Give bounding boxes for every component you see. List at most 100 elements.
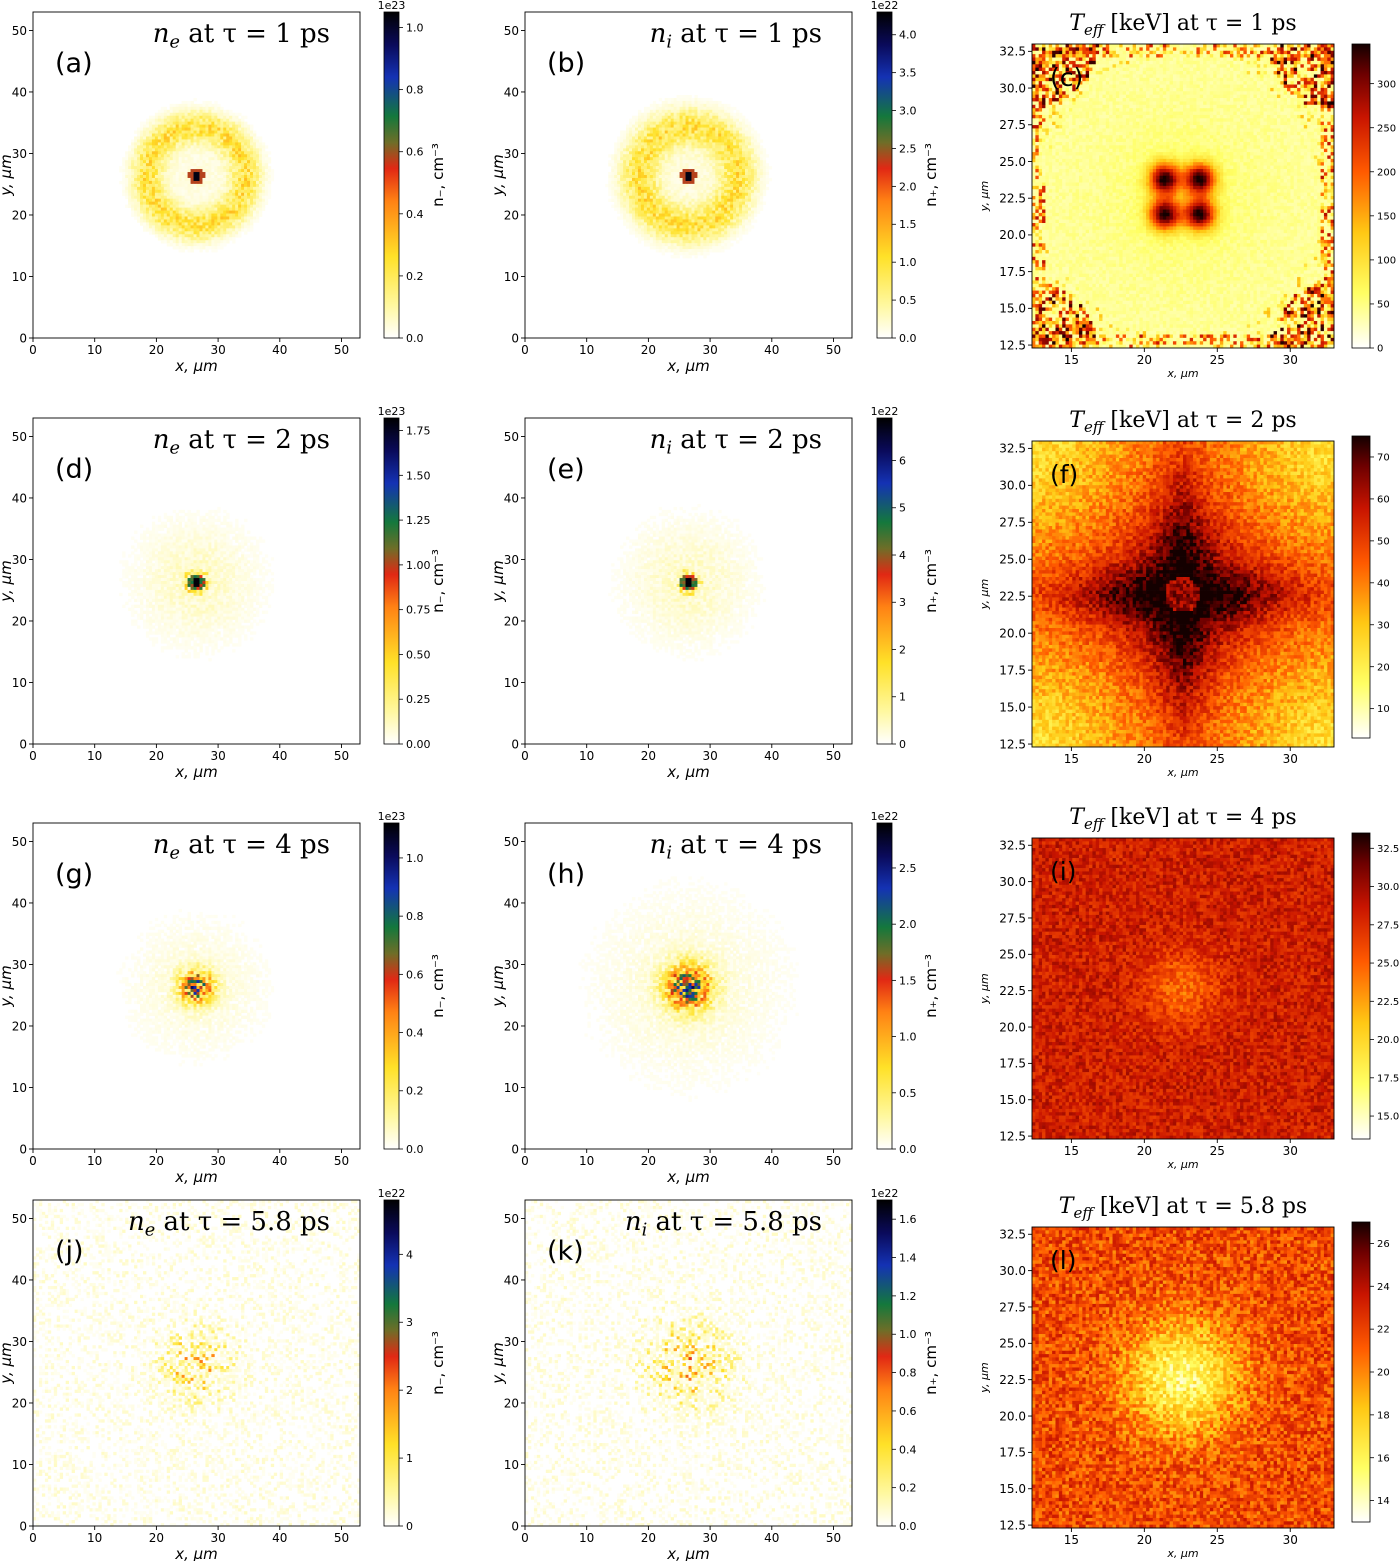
heatmap-cell	[208, 113, 211, 116]
heatmap-cell	[247, 184, 250, 187]
heatmap-cell	[188, 166, 191, 169]
heatmap-cell	[170, 178, 173, 181]
heatmap-cell	[179, 125, 182, 128]
heatmap-cell	[259, 187, 262, 190]
heatmap-cell	[235, 178, 238, 181]
heatmap-cell	[188, 128, 191, 131]
heatmap-cell	[256, 157, 259, 160]
heatmap-cell	[158, 148, 161, 151]
heatmap-cell	[146, 193, 149, 196]
heatmap-cell	[247, 190, 250, 193]
heatmap-cell	[179, 128, 182, 131]
heatmap-cell	[205, 169, 208, 172]
heatmap-cell	[173, 148, 176, 151]
heatmap-cell	[146, 163, 149, 166]
heatmap-cell	[176, 163, 179, 166]
heatmap-cell	[262, 157, 265, 160]
heatmap-cell	[244, 154, 247, 157]
heatmap-cell	[164, 175, 167, 178]
heatmap-cell	[214, 178, 217, 181]
heatmap-cell	[235, 187, 238, 190]
heatmap-cell	[238, 134, 241, 137]
heatmap-cell	[244, 116, 247, 119]
heatmap-cell	[188, 175, 191, 178]
heatmap-cell	[149, 154, 152, 157]
heatmap-cell	[220, 122, 223, 125]
heatmap-cell	[188, 178, 191, 181]
heatmap-cell	[140, 136, 143, 139]
heatmap-cell	[128, 181, 131, 184]
heatmap-cell	[173, 131, 176, 134]
heatmap-cell	[191, 113, 194, 116]
heatmap-cell	[170, 107, 173, 110]
heatmap-cell	[173, 136, 176, 139]
heatmap-cell	[232, 169, 235, 172]
heatmap-cell	[146, 172, 149, 175]
heatmap-cell	[173, 125, 176, 128]
heatmap-cell	[149, 160, 152, 163]
heatmap-cell	[256, 187, 259, 190]
heatmap-cell	[194, 184, 197, 187]
heatmap-cell	[176, 104, 179, 107]
heatmap-cell	[250, 190, 253, 193]
heatmap-cell	[223, 151, 226, 154]
heatmap-cell	[194, 163, 197, 166]
heatmap-cell	[220, 134, 223, 137]
heatmap-cell	[155, 187, 158, 190]
heatmap-cell	[167, 166, 170, 169]
heatmap-cell	[223, 166, 226, 169]
heatmap-cell	[247, 157, 250, 160]
heatmap-cell	[176, 136, 179, 139]
heatmap-cell	[226, 119, 229, 122]
heatmap-cell	[259, 157, 262, 160]
heatmap-cell	[140, 128, 143, 131]
heatmap-cell	[247, 163, 250, 166]
heatmap-cell	[241, 187, 244, 190]
heatmap-cell	[211, 190, 214, 193]
heatmap-cell	[247, 151, 250, 154]
heatmap-cell	[241, 160, 244, 163]
heatmap-cell	[191, 107, 194, 110]
heatmap-cell	[265, 157, 268, 160]
heatmap-cell	[229, 160, 232, 163]
heatmap-cell	[262, 190, 265, 193]
heatmap-cell	[202, 134, 205, 137]
heatmap-cell	[235, 119, 238, 122]
heatmap-cell	[185, 119, 188, 122]
heatmap-cell	[182, 178, 185, 181]
heatmap-cell	[256, 175, 259, 178]
heatmap-cell	[128, 154, 131, 157]
heatmap-cell	[241, 136, 244, 139]
heatmap-cell	[125, 151, 128, 154]
heatmap-cell	[211, 142, 214, 145]
heatmap-cell	[140, 131, 143, 134]
heatmap-cell	[137, 181, 140, 184]
heatmap-cell	[152, 187, 155, 190]
heatmap-cell	[182, 116, 185, 119]
heatmap-cell	[179, 134, 182, 137]
heatmap-cell	[179, 187, 182, 190]
heatmap-cell	[143, 187, 146, 190]
heatmap-cell	[179, 157, 182, 160]
heatmap-cell	[202, 128, 205, 131]
heatmap-cell	[164, 172, 167, 175]
heatmap-cell	[268, 181, 271, 184]
heatmap-cell	[170, 116, 173, 119]
heatmap-cell	[152, 172, 155, 175]
heatmap-cell	[167, 148, 170, 151]
heatmap-cell	[185, 178, 188, 181]
heatmap-cell	[265, 175, 268, 178]
heatmap-cell	[214, 166, 217, 169]
heatmap-cell	[155, 181, 158, 184]
heatmap-cell	[152, 181, 155, 184]
heatmap-cell	[122, 193, 125, 196]
heatmap-cell	[211, 169, 214, 172]
heatmap-cell	[164, 116, 167, 119]
heatmap-cell	[220, 175, 223, 178]
heatmap-cell	[197, 181, 200, 184]
heatmap-cell	[143, 166, 146, 169]
heatmap-cell	[191, 181, 194, 184]
heatmap-cell	[137, 193, 140, 196]
heatmap-cell	[167, 184, 170, 187]
heatmap-cell	[229, 116, 232, 119]
